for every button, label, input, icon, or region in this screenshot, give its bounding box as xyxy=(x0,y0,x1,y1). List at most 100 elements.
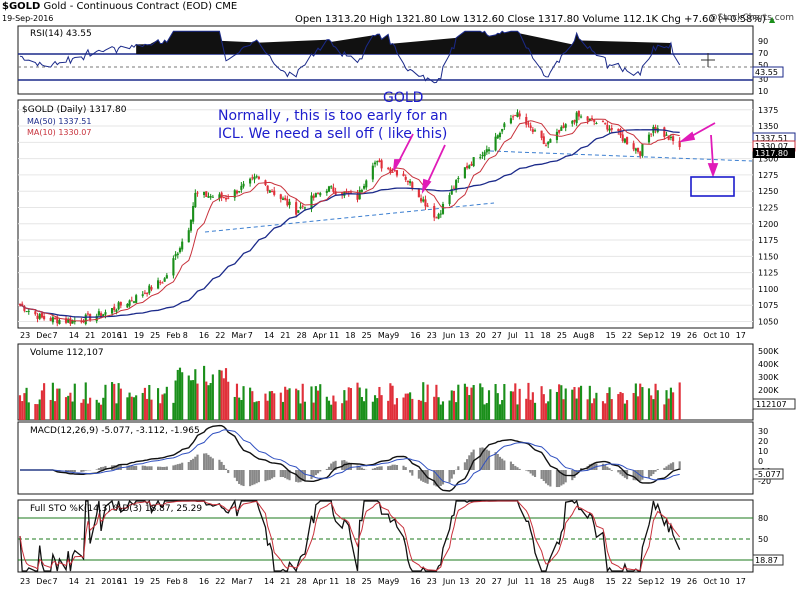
volume-bar xyxy=(176,369,179,420)
volume-bar xyxy=(178,367,182,420)
candle-body xyxy=(135,295,138,303)
volume-bar xyxy=(115,403,118,420)
candle-body xyxy=(426,205,429,207)
macd-histogram-bar xyxy=(143,465,146,470)
macd-histogram-bar xyxy=(540,470,543,479)
x-tick-label: Mar xyxy=(232,577,248,586)
candle-body xyxy=(132,301,136,303)
x-tick-label: 18 xyxy=(345,331,355,340)
volume-bar xyxy=(100,404,103,420)
volume-bar xyxy=(466,386,469,420)
candle-body xyxy=(281,198,285,200)
candle-body xyxy=(527,123,530,125)
macd-histogram-bar xyxy=(255,470,258,484)
candle-body xyxy=(356,193,359,200)
candle-body xyxy=(102,314,105,317)
x-tick-label: 14 xyxy=(69,577,79,586)
macd-tick: 10 xyxy=(758,447,768,456)
volume-bar xyxy=(579,385,583,420)
macd-histogram-bar xyxy=(270,470,274,479)
sto-tick: 80 xyxy=(758,514,768,523)
candle-body xyxy=(437,214,440,219)
macd-histogram-bar xyxy=(146,466,149,470)
candle-body xyxy=(641,144,644,156)
x-tick-label: 21 xyxy=(280,577,290,586)
macd-histogram-bar xyxy=(115,465,118,470)
macd-histogram-bar xyxy=(69,470,72,473)
macd-histogram-bar xyxy=(82,470,85,472)
candle-body xyxy=(391,171,394,173)
macd-histogram-bar xyxy=(310,470,313,480)
macd-histogram-bar xyxy=(209,456,212,470)
volume-bar xyxy=(547,401,550,420)
volume-bar xyxy=(391,385,394,420)
x-tick-label: 22 xyxy=(622,577,632,586)
x-tick-label: 8 xyxy=(183,331,188,340)
x-tick-label: Jul xyxy=(507,577,518,586)
volume-bar xyxy=(380,395,383,420)
volume-bar xyxy=(181,372,184,420)
candle-body xyxy=(49,317,52,321)
candle-body xyxy=(376,161,379,163)
volume-bar xyxy=(126,397,129,420)
volume-bar xyxy=(514,383,517,420)
volume-bar xyxy=(163,393,166,420)
volume-bar xyxy=(437,397,440,420)
macd-histogram-bar xyxy=(610,470,613,471)
candle-body xyxy=(34,311,37,315)
candle-body xyxy=(549,139,552,143)
volume-bar xyxy=(376,398,379,420)
volume-bar xyxy=(610,399,613,420)
candle-body xyxy=(595,123,598,125)
volume-bar xyxy=(268,391,271,420)
x-tick-label: 16 xyxy=(199,331,209,340)
volume-bar xyxy=(104,384,107,420)
macd-histogram-bar xyxy=(132,466,136,470)
candle-body xyxy=(86,313,90,315)
volume-bar xyxy=(503,384,506,420)
x-tick-label: 25 xyxy=(557,577,567,586)
target-box xyxy=(690,176,735,197)
volume-bar xyxy=(249,387,252,420)
volume-bar xyxy=(40,390,43,420)
candle-body xyxy=(194,193,197,208)
macd-histogram-bar xyxy=(73,470,76,473)
arrow-head-icon xyxy=(707,163,719,178)
candle-body xyxy=(452,187,456,189)
volume-bar xyxy=(588,385,591,420)
candle-body xyxy=(157,280,160,289)
macd-histogram-bar xyxy=(288,470,291,481)
candle-body xyxy=(457,177,460,180)
volume-bar xyxy=(327,400,331,420)
volume-bar xyxy=(67,395,70,420)
macd-histogram-bar xyxy=(314,470,317,476)
candle-body xyxy=(450,189,453,195)
volume-bar xyxy=(639,383,642,420)
macd-histogram-bar xyxy=(621,470,624,477)
x-tick-label: 20 xyxy=(476,577,486,586)
macd-histogram-bar xyxy=(632,470,635,481)
volume-bar xyxy=(196,383,199,420)
price-tick: 1275 xyxy=(758,171,778,180)
x-tick-label: 7 xyxy=(248,577,253,586)
volume-label: Volume 112,107 xyxy=(30,348,104,358)
candle-body xyxy=(483,152,486,157)
macd-histogram-bar xyxy=(334,460,337,470)
volume-bar xyxy=(356,382,359,420)
candle-body xyxy=(634,148,637,151)
volume-bar xyxy=(203,365,206,420)
macd-histogram-bar xyxy=(452,470,456,475)
candle-body xyxy=(411,182,414,190)
candle-body xyxy=(227,197,230,199)
candle-body xyxy=(647,134,651,143)
volume-bar xyxy=(512,391,515,420)
x-tick-label: Apr xyxy=(313,331,328,340)
candle-body xyxy=(424,199,427,207)
volume-bar xyxy=(485,403,488,420)
volume-bar xyxy=(575,398,578,420)
candle-body xyxy=(672,136,675,142)
volume-bar xyxy=(636,396,640,420)
macd-histogram-bar xyxy=(496,453,499,470)
